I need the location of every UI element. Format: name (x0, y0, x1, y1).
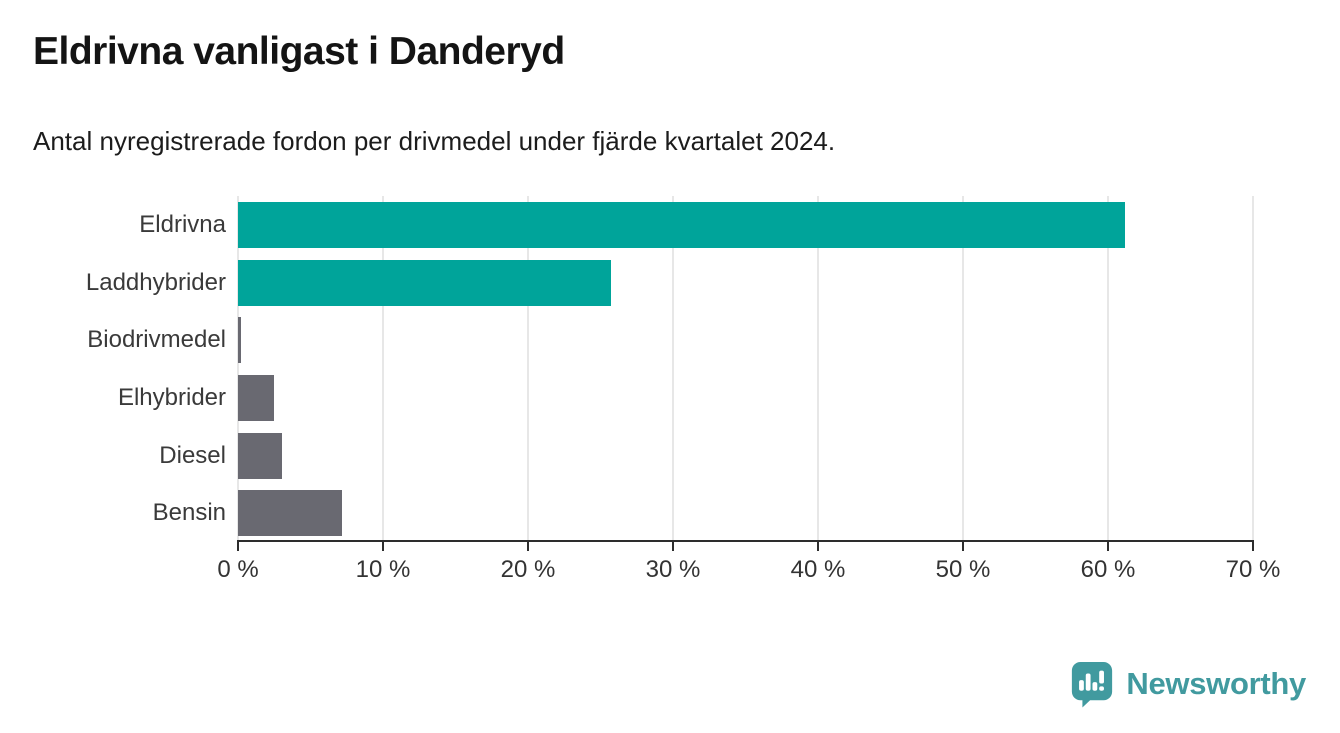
x-axis-tick (817, 542, 819, 551)
x-axis-tick (1107, 542, 1109, 551)
x-axis-tick-label: 70 % (1225, 556, 1281, 583)
plot-area: 0 % 10 % 20 % 30 % 40 % 50 % 60 % 70 % (217, 196, 1280, 583)
category-label: Bensin (152, 499, 226, 527)
x-axis-tick (671, 542, 674, 551)
x-axis-tick (962, 542, 964, 551)
bar-chart-speech-bubble-icon (1072, 661, 1113, 708)
x-axis-tick (381, 542, 384, 551)
x-axis-tick (526, 542, 529, 551)
x-axis-tick-label: 40 % (790, 556, 846, 583)
gridline (1252, 196, 1254, 542)
gridline (962, 196, 964, 542)
gridline (1107, 196, 1109, 542)
gridline (817, 196, 819, 542)
category-labels: Eldrivna Laddhybrider Biodrivmedel Elhybrid… (0, 196, 226, 542)
category-label: Eldrivna (139, 210, 226, 238)
chart-subtitle: Antal nyregistrerade fordon per drivmede… (33, 126, 836, 156)
x-axis-tick-label: 10 % (355, 556, 411, 583)
bar-bensin (238, 490, 343, 537)
category-label: Elhybrider (117, 383, 226, 411)
bar-eldrivna (238, 201, 1126, 248)
x-axis-tick-label: 20 % (500, 556, 556, 583)
x-axis-line (237, 540, 1254, 542)
category-label: Laddhybrider (85, 268, 226, 296)
bar-laddhybrider (238, 259, 611, 306)
bar-biodrivmedel (238, 317, 241, 364)
gridline (381, 196, 384, 542)
bar-diesel (238, 432, 282, 479)
x-axis-tick-label: 0 % (217, 556, 259, 583)
x-axis-tick-label: 30 % (645, 556, 701, 583)
category-label: Diesel (159, 441, 226, 469)
x-axis-tick (1252, 542, 1254, 551)
x-axis-tick-label: 50 % (935, 556, 991, 583)
gridline (237, 196, 239, 542)
bar-elhybrider (238, 374, 275, 421)
x-axis-tick (237, 542, 239, 551)
gridline (671, 196, 674, 542)
chart-title: Eldrivna vanligast i Danderyd (33, 30, 565, 73)
category-label: Biodrivmedel (87, 326, 226, 354)
x-axis-tick-label: 60 % (1080, 556, 1136, 583)
newsworthy-logo: Newsworthy (1069, 659, 1306, 708)
gridline (526, 196, 529, 542)
brand-name: Newsworthy (1126, 665, 1306, 701)
